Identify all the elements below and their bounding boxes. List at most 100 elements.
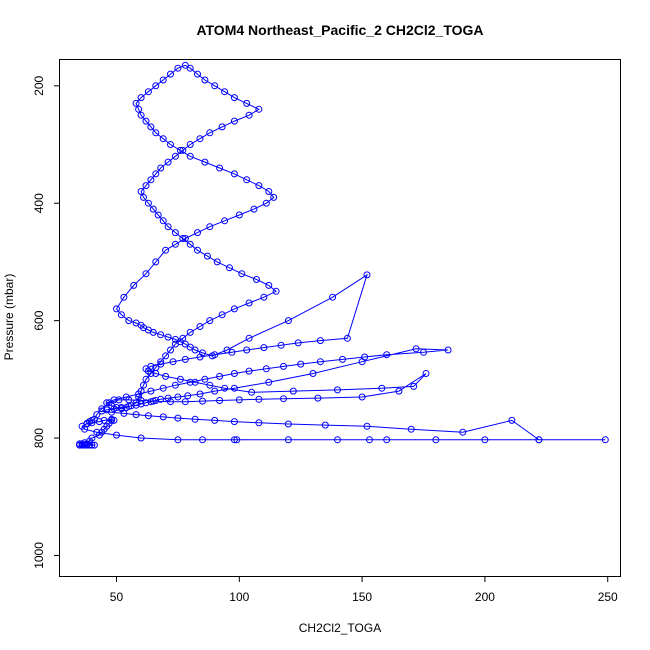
data-point: [284, 436, 292, 444]
data-point: [407, 425, 415, 433]
data-point: [230, 436, 238, 444]
data-point: [132, 99, 140, 107]
data-point: [211, 387, 219, 395]
data-point: [147, 176, 155, 184]
data-point: [152, 129, 160, 137]
data-point: [152, 258, 160, 266]
data-point: [201, 375, 209, 383]
data-point: [147, 398, 155, 406]
data-point: [132, 399, 140, 407]
data-point: [164, 223, 172, 231]
data-point: [142, 270, 150, 278]
data-point: [135, 390, 143, 398]
data-point: [211, 416, 219, 424]
data-point: [171, 335, 179, 343]
data-point: [343, 334, 351, 342]
data-point: [243, 346, 251, 354]
data-point: [218, 311, 226, 319]
data-point: [432, 436, 440, 444]
data-point: [179, 334, 187, 342]
data-point: [235, 396, 243, 404]
data-point: [230, 305, 238, 313]
data-point: [181, 398, 189, 406]
data-point: [366, 436, 373, 444]
data-point: [100, 416, 108, 424]
data-point: [147, 370, 155, 377]
data-point: [108, 415, 116, 423]
data-point: [191, 378, 199, 386]
data-point: [250, 205, 258, 213]
data-point: [76, 440, 84, 448]
data-point: [162, 372, 170, 380]
data-point: [233, 436, 241, 444]
data-point: [289, 387, 297, 395]
data-point: [329, 293, 337, 301]
data-point: [164, 394, 172, 402]
data-point: [164, 333, 172, 341]
data-point: [164, 158, 172, 166]
data-point: [137, 94, 145, 102]
data-point: [171, 240, 179, 248]
data-point: [181, 235, 189, 242]
data-point: [294, 339, 302, 347]
data-point: [167, 346, 174, 354]
data-point: [358, 358, 366, 366]
data-point: [186, 343, 194, 351]
data-point: [171, 340, 179, 348]
data-point: [137, 434, 145, 442]
data-point: [108, 408, 116, 416]
data-point: [186, 64, 194, 72]
data-point: [157, 395, 165, 403]
data-point: [206, 129, 214, 137]
data-point: [265, 281, 273, 289]
data-point: [211, 82, 219, 90]
data-point: [260, 344, 268, 352]
data-point: [265, 378, 273, 386]
data-point: [152, 397, 160, 404]
data-point: [194, 229, 201, 237]
y-tick-label: 600: [32, 310, 46, 330]
data-point: [206, 317, 214, 325]
x-tick-label: 200: [475, 590, 495, 604]
data-point: [284, 420, 292, 428]
data-point: [255, 419, 263, 427]
data-point: [171, 381, 179, 389]
data-point: [230, 370, 238, 377]
data-point: [152, 364, 160, 372]
series-line: [79, 64, 606, 446]
data-point: [142, 182, 150, 190]
data-point: [208, 352, 216, 360]
data-point: [159, 135, 167, 143]
data-point: [226, 264, 233, 272]
data-point: [383, 351, 391, 359]
data-point: [601, 436, 609, 444]
data-point: [159, 76, 167, 84]
data-point: [334, 436, 341, 444]
data-point: [83, 419, 91, 427]
data-point: [245, 367, 253, 375]
data-point: [262, 199, 270, 207]
data-point: [184, 392, 192, 400]
data-point: [272, 287, 280, 295]
data-point: [316, 337, 324, 345]
data-point: [98, 407, 106, 415]
data-point: [395, 387, 403, 395]
data-point: [152, 82, 160, 90]
data-point: [230, 94, 238, 102]
data-point: [230, 117, 238, 125]
data-point: [321, 421, 329, 429]
data-point: [125, 317, 133, 325]
data-point: [174, 414, 182, 422]
data-point: [144, 412, 152, 420]
data-point: [216, 372, 224, 380]
data-point: [140, 324, 147, 332]
data-point: [142, 375, 150, 383]
data-point: [157, 331, 165, 339]
data-point: [147, 387, 155, 395]
data-point: [110, 405, 118, 413]
data-point: [201, 76, 209, 84]
y-tick-label: 400: [32, 193, 46, 213]
data-point: [140, 381, 147, 389]
data-point: [203, 252, 211, 260]
